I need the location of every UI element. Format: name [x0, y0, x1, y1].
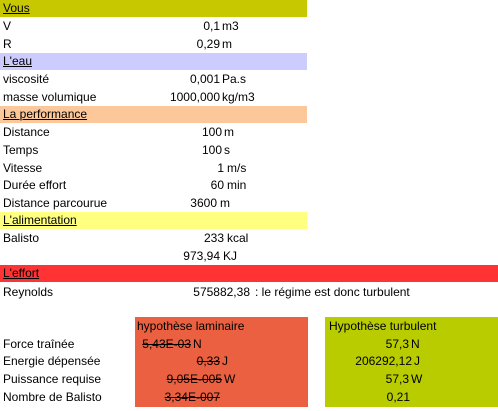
eau-band [0, 53, 307, 70]
lam-value-energie: 0,33 [196, 354, 220, 368]
row-label-r: R [3, 37, 12, 51]
row-label-v: V [3, 19, 12, 33]
reynolds-value: 575882,38 [193, 285, 250, 299]
row-label-masse: masse volumique [3, 90, 97, 104]
row-value-balisto: 233 [203, 231, 224, 245]
row-unit-viscosite: Pa.s [222, 72, 247, 86]
row-value-balisto-kj: 973,94 [183, 249, 220, 263]
vous-header: Vous [3, 1, 30, 15]
row-value-vitesse: 1 [217, 161, 224, 175]
row-value-viscosite: 0,001 [189, 72, 220, 86]
row-unit-distance-parcourue: m [220, 196, 230, 210]
lam-value-puissance: 9,05E-005 [166, 372, 222, 386]
row-value-temps: 100 [201, 143, 222, 157]
alimentation-band [0, 212, 307, 229]
performance-band [0, 106, 307, 123]
row-label-duree: Durée effort [3, 178, 67, 192]
row-label-puissance: Puissance requise [3, 372, 102, 386]
turb-value-energie: 206292,12 [355, 354, 412, 368]
eau-header: L'eau [3, 54, 32, 68]
performance-header: La performance [3, 107, 88, 121]
vous-band [0, 0, 307, 17]
row-label-temps: Temps [3, 143, 39, 157]
row-label-force-trainee: Force traînée [3, 337, 75, 351]
row-value-distance-parcourue: 3600 [190, 196, 217, 210]
laminaire-title: hypothèse laminaire [137, 319, 245, 333]
turbulent-title: Hypothèse turbulent [329, 319, 437, 333]
row-label-viscosite: viscosité [3, 72, 50, 86]
reynolds-label: Reynolds [3, 285, 54, 299]
row-unit-duree: min [227, 178, 247, 192]
lam-unit-puissance: W [224, 372, 236, 386]
row-unit-r: m [222, 37, 232, 51]
row-unit-temps: s [224, 143, 230, 157]
effort-header: L'effort [3, 266, 40, 280]
row-label-distance: Distance [3, 125, 50, 139]
row-label-energie: Energie dépensée [3, 354, 101, 368]
alimentation-header: L'alimentation [3, 213, 77, 227]
lam-unit-force: N [193, 337, 202, 351]
turb-value-force: 57,3 [385, 337, 409, 351]
turb-unit-energie: J [414, 354, 420, 368]
row-unit-vitesse: m/s [227, 161, 247, 175]
row-value-distance: 100 [201, 125, 222, 139]
lam-value-force: 5,43E-03 [142, 337, 191, 351]
row-value-masse: 1000,000 [169, 90, 220, 104]
reynolds-text: : le régime est donc turbulent [255, 285, 410, 299]
row-label-nombre-balisto: Nombre de Balisto [3, 390, 102, 404]
row-label-distance-parcourue: Distance parcourue [3, 196, 108, 210]
row-value-r: 0,29 [196, 37, 220, 51]
row-unit-v: m3 [222, 19, 239, 33]
row-unit-balisto: kcal [227, 231, 249, 245]
turb-unit-force: N [411, 337, 420, 351]
row-unit-masse: kg/m3 [222, 90, 255, 104]
row-value-duree: 60 [210, 178, 224, 192]
row-label-balisto: Balisto [3, 231, 40, 245]
laminaire-box [135, 317, 308, 407]
turb-value-puissance: 57,3 [385, 372, 409, 386]
row-unit-balisto-kj: KJ [223, 249, 238, 263]
turb-unit-puissance: W [411, 372, 423, 386]
turb-value-balisto: 0,21 [386, 390, 410, 404]
row-value-v: 0,1 [203, 19, 220, 33]
row-unit-distance: m [224, 125, 234, 139]
turbulent-box [325, 317, 498, 407]
row-label-vitesse: Vitesse [3, 161, 43, 175]
lam-unit-energie: J [222, 354, 228, 368]
effort-band [0, 265, 498, 282]
lam-value-balisto: 3,34E-007 [164, 390, 220, 404]
